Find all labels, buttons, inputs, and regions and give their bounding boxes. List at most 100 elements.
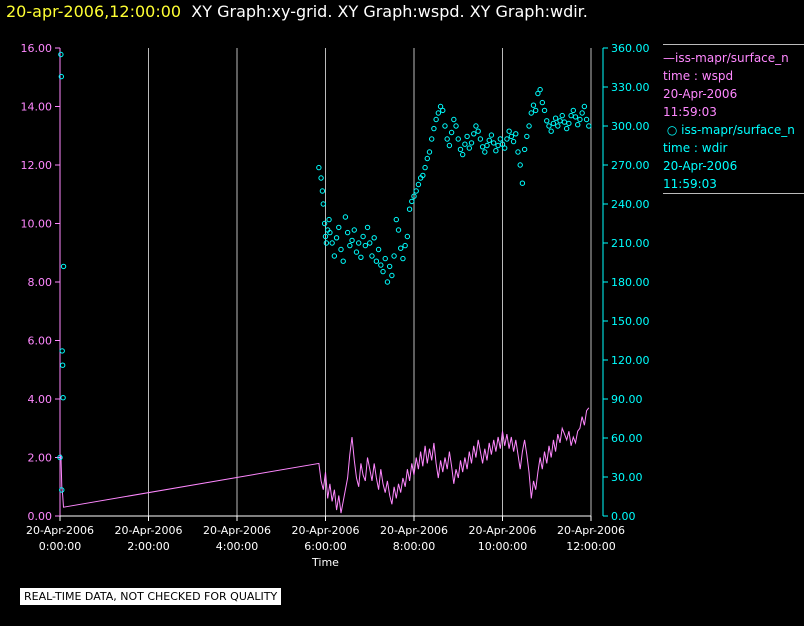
legend-wspd-date: 20-Apr-2006: [663, 87, 738, 101]
wdir-point: [340, 258, 346, 264]
legend-wspd-time: 11:59:03: [663, 105, 717, 119]
wdir-point: [426, 149, 433, 155]
x-tick-time: 4:00:00: [216, 540, 258, 553]
wdir-point: [555, 123, 561, 129]
y-right-tick-label: 0.00: [611, 510, 636, 523]
wdir-point: [561, 119, 568, 125]
wdir-point: [59, 348, 65, 354]
wdir-point: [537, 86, 543, 93]
wdir-point: [446, 142, 453, 149]
wdir-point: [468, 140, 475, 146]
wdir-point: [524, 133, 530, 140]
x-tick-time: 6:00:00: [304, 540, 346, 553]
wdir-point: [519, 180, 526, 186]
y-right-tick-label: 90.00: [611, 393, 643, 406]
y-right-tick-label: 180.00: [611, 276, 650, 289]
wdir-point: [409, 198, 415, 205]
wdir-point: [326, 216, 332, 223]
legend-wdir-var: time : wdir: [663, 141, 728, 155]
wdir-point: [442, 123, 448, 129]
wdir-point: [318, 175, 324, 181]
wdir-point: [393, 216, 399, 223]
wdir-point: [331, 253, 338, 259]
wdir-point: [415, 181, 422, 188]
y-right-tick-label: 60.00: [611, 432, 643, 445]
wdir-point: [583, 116, 590, 123]
wdir-point: [360, 233, 366, 240]
wdir-point: [382, 255, 388, 262]
wdir-point: [526, 123, 532, 129]
wdir-point: [391, 253, 397, 259]
wdir-point: [493, 148, 499, 154]
x-tick-date: 20-Apr-2006: [380, 524, 448, 537]
wdir-point: [362, 242, 369, 249]
y-left-tick-label: 6.00: [28, 335, 53, 348]
wdir-point: [424, 155, 430, 162]
legend-wspd-var: time : wspd: [663, 69, 734, 83]
wdir-point: [316, 164, 322, 171]
wdir-point: [349, 237, 355, 244]
wdir-point: [541, 107, 548, 114]
y-right-tick-label: 240.00: [611, 198, 650, 211]
x-axis-label: Time: [311, 556, 339, 569]
wspd-series-line: [59, 407, 590, 514]
wdir-point: [327, 229, 333, 236]
wdir-point: [484, 142, 490, 149]
wdir-point: [364, 224, 371, 231]
wdir-point: [532, 107, 539, 114]
title-date: 20-apr-2006,12:00:00: [6, 2, 182, 21]
wdir-point: [482, 149, 488, 155]
wdir-point: [320, 201, 326, 207]
x-tick-date: 20-Apr-2006: [557, 524, 625, 537]
wdir-point: [566, 120, 572, 127]
wdir-point: [422, 164, 428, 171]
x-tick-time: 8:00:00: [393, 540, 435, 553]
wdir-point: [344, 229, 351, 236]
wdir-point: [323, 240, 330, 246]
wdir-point: [462, 141, 468, 147]
legend-wdir-time: 11:59:03: [663, 177, 717, 191]
y-right-tick-label: 150.00: [611, 315, 650, 328]
wdir-point: [371, 235, 377, 241]
wdir-point: [451, 116, 457, 123]
legend-wspd-source: iss-mapr/surface_n: [675, 51, 789, 65]
wdir-point: [466, 145, 473, 151]
quality-disclaimer: REAL-TIME DATA, NOT CHECKED FOR QUALITY: [20, 588, 282, 605]
wdir-point: [398, 245, 404, 251]
wdir-point: [411, 193, 417, 199]
wdir-point: [530, 102, 537, 108]
wdir-point: [400, 255, 406, 262]
y-right-tick-label: 30.00: [611, 471, 643, 484]
wdir-point: [477, 136, 484, 142]
y-left-tick-label: 10.00: [21, 218, 53, 231]
wdir-point: [488, 132, 495, 138]
wdir-point: [338, 246, 344, 253]
wdir-point: [342, 214, 349, 220]
x-tick-time: 12:00:00: [566, 540, 615, 553]
wdir-point: [508, 133, 515, 140]
wdir-point: [395, 227, 402, 233]
x-tick-date: 20-Apr-2006: [291, 524, 359, 537]
x-tick-date: 20-Apr-2006: [468, 524, 536, 537]
wdir-point: [495, 142, 501, 149]
wdir-point: [568, 112, 574, 119]
wdir-point: [369, 253, 375, 259]
wdir-point: [431, 125, 437, 132]
wdir-point: [457, 146, 464, 153]
wdir-point: [373, 258, 380, 264]
wdir-point: [322, 233, 329, 240]
wdir-point: [453, 123, 459, 129]
wdir-point: [59, 487, 65, 493]
wdir-point: [546, 123, 552, 129]
wdir-point: [544, 118, 550, 124]
wdir-point: [389, 272, 395, 279]
wdir-point: [433, 116, 439, 123]
wdir-point: [528, 110, 534, 116]
wdir-point: [375, 246, 382, 253]
wdir-point: [58, 51, 64, 58]
wdir-point: [329, 240, 335, 246]
graph-title: 20-apr-2006,12:00:00 XY Graph:xy-grid. X…: [6, 2, 588, 21]
legend-divider: [663, 44, 804, 45]
y-right-tick-label: 210.00: [611, 237, 650, 250]
